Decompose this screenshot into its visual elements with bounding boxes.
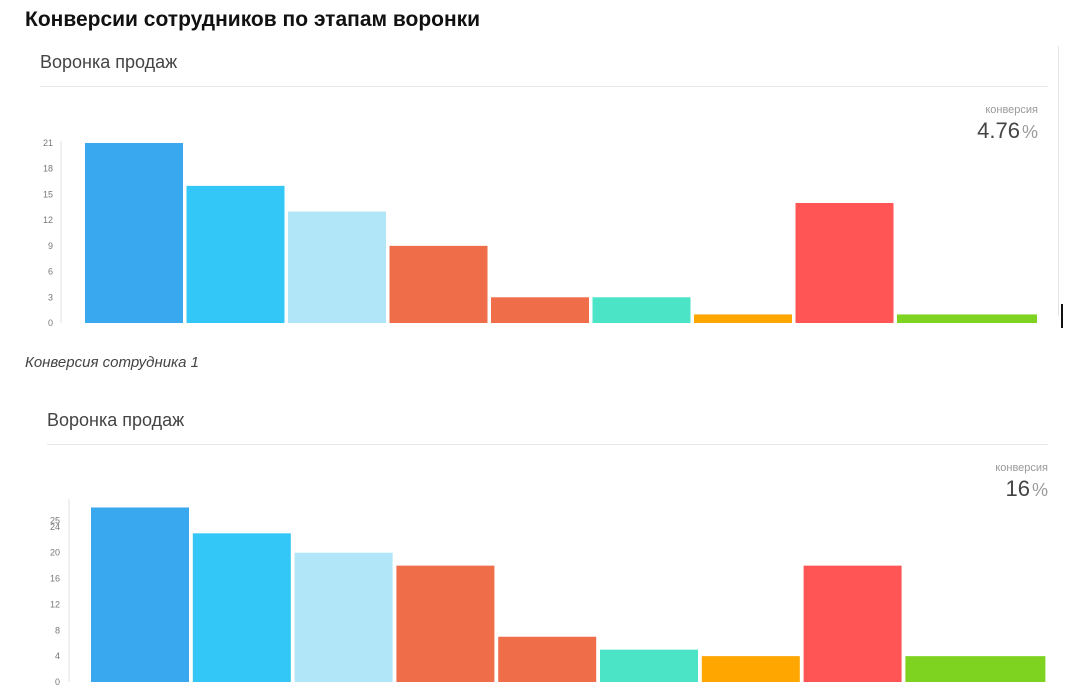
y-tick-label: 25 [50,515,60,525]
bar-2 [186,185,285,323]
y-tick-label: 16 [50,574,60,584]
bar-3 [288,211,386,323]
text-cursor [1061,304,1063,328]
bar-7 [694,314,792,323]
y-tick-label: 18 [43,164,53,174]
bar-8 [803,565,902,682]
y-tick-label: 0 [55,677,60,687]
panel-border [1058,46,1059,316]
chart-title: Воронка продаж [40,52,178,72]
bar-6 [592,297,691,323]
conversion-value: 16% [888,476,1049,502]
bar-6 [600,649,698,682]
divider [40,86,1048,87]
bar-4 [396,565,495,682]
bar-9 [897,314,1037,323]
bar-3 [294,552,393,682]
y-tick-label: 9 [48,241,53,251]
chart-caption: Конверсия сотрудника 1 [25,354,199,371]
y-tick-label: 12 [43,215,53,225]
y-tick-label: 8 [55,625,60,635]
conversion-label: конверсия [985,104,1038,116]
conversion-label: конверсия [995,462,1048,474]
conversion-unit: % [1031,480,1048,500]
chart-title: Воронка продаж [47,410,185,430]
y-tick-label: 21 [43,138,53,148]
y-tick-label: 0 [48,318,53,328]
bar-2 [192,533,291,682]
divider [47,444,1048,445]
page-title: Конверсии сотрудников по этапам воронки [25,8,481,31]
conversion-unit: % [1021,122,1038,142]
y-tick-label: 15 [43,189,53,199]
bar-7 [701,656,800,682]
conversion-number: 4.76 [977,118,1020,143]
bar-4 [389,245,488,323]
bar-1 [85,143,183,323]
conversion-value: 4.76% [878,118,1038,144]
y-tick-label: 20 [50,548,60,558]
bar-1 [91,507,189,682]
bar-9 [905,656,1046,682]
y-tick-label: 12 [50,599,60,609]
y-tick-label: 4 [55,651,60,661]
bar-8 [795,203,894,323]
y-tick-label: 6 [48,267,53,277]
y-tick-label: 24 [50,522,60,532]
bar-5 [498,636,597,682]
y-tick-label: 3 [48,292,53,302]
bar-5 [491,297,589,323]
conversion-number: 16 [1005,476,1030,501]
